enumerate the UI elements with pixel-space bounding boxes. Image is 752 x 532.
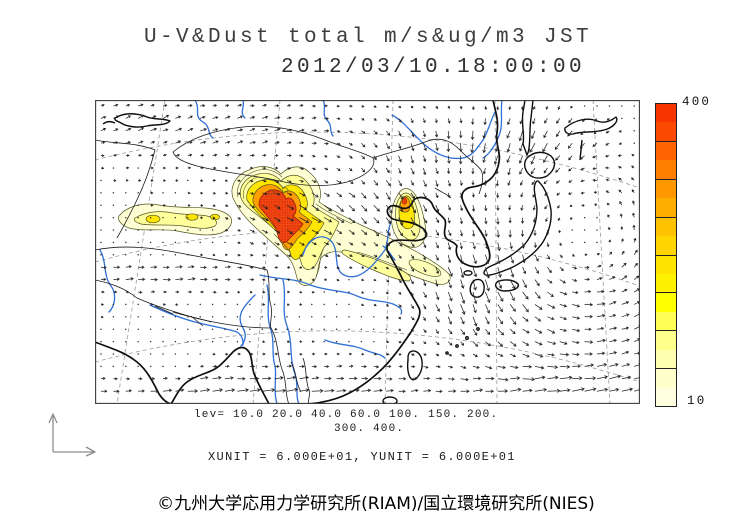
colorbar-min-label: 10: [687, 394, 707, 408]
colorbar-segment: [656, 198, 676, 217]
colorbar-segment: [656, 216, 676, 237]
wind-vector-field: [100, 103, 640, 394]
colorbar-segment: [656, 311, 676, 331]
vector-unit-label: XUNIT = 6.000E+01, YUNIT = 6.000E+01: [208, 450, 516, 464]
river-lines: [99, 100, 503, 404]
colorbar-segment: [656, 387, 676, 406]
page-title: U-V&Dust total m/s&ug/m3 JST: [144, 26, 593, 49]
colorbar-segment: [656, 140, 676, 161]
dust-concentration-contours: [118, 166, 451, 286]
colorbar: [655, 103, 677, 407]
colorbar-segment: [656, 178, 676, 199]
map-canvas: [95, 100, 640, 404]
map-panel: [95, 100, 640, 404]
map-frame: [95, 100, 640, 404]
colorbar-segment: [656, 273, 676, 293]
colorbar-max-label: 400: [682, 95, 712, 109]
contour-levels-label-line2: 300. 400.: [334, 423, 405, 435]
wind-arrows: [100, 103, 640, 394]
copyright-line: ©九州大学応用力学研究所(RIAM)/国立環境研究所(NIES): [157, 494, 595, 514]
coastline-paths: [95, 100, 618, 404]
colorbar-segment: [656, 330, 676, 350]
colorbar-segment: [656, 349, 676, 369]
valid-datetime: 2012/03/10.18:00:00: [281, 56, 586, 79]
colorbar-segment: [656, 368, 676, 388]
country-border-lines: [95, 125, 484, 404]
colorbar-segment: [656, 160, 676, 179]
colorbar-segment: [656, 292, 676, 312]
calm-wind-dots: [100, 105, 635, 368]
contour-levels-label-line1: lev= 10.0 20.0 40.0 60.0 100. 150. 200.: [194, 409, 499, 421]
colorbar-segment: [656, 104, 676, 123]
colorbar-segment: [656, 254, 676, 274]
colorbar-segment: [656, 122, 676, 141]
axis-orientation-icon: [48, 413, 96, 457]
colorbar-segment: [656, 236, 676, 255]
